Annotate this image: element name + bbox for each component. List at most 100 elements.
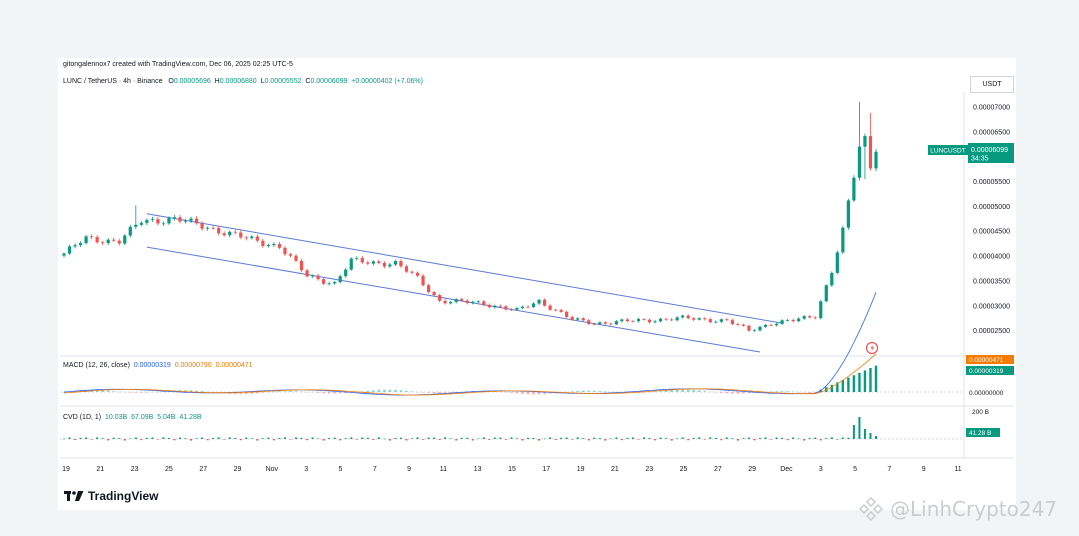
descending-channel[interactable] (146, 213, 783, 353)
candle-body (603, 322, 607, 324)
candle-body (443, 300, 447, 304)
cvd-bar (460, 437, 463, 439)
candle-body (487, 304, 491, 308)
candle-body (172, 217, 177, 219)
candle-body (835, 252, 839, 273)
macd-histogram-bar (526, 392, 530, 395)
price-tag-timer: 34:35 (971, 156, 989, 163)
cvd-bar (598, 438, 601, 439)
macd-histogram-bar (261, 392, 265, 393)
tradingview-brand[interactable]: TradingView (64, 489, 158, 503)
cvd-bar (499, 437, 502, 439)
macd-histogram-bar (416, 391, 419, 393)
macd-histogram-bar (101, 390, 104, 392)
cvd-label[interactable]: CVD (1D, 1) (63, 414, 102, 421)
brand-name: TradingView (88, 489, 159, 503)
cvd-bar (129, 438, 132, 440)
candle-body (763, 324, 768, 327)
cvd-bar (764, 437, 767, 439)
candle-body (261, 240, 265, 247)
price-tag-price: 0.00006099 (971, 147, 1008, 154)
time-tick-label: 11 (440, 466, 447, 473)
macd-histogram-bar (322, 392, 325, 394)
macd-histogram-bar (609, 391, 613, 393)
candle-body (531, 303, 536, 307)
macd-histogram-bar (95, 390, 99, 392)
time-tick-label: 19 (62, 466, 70, 473)
cvd-bar (339, 439, 342, 441)
macd-histogram-bar (316, 392, 320, 393)
cvd-bar (576, 437, 579, 439)
candle-body (620, 319, 624, 322)
cvd-bar (725, 437, 728, 439)
cvd-bar (201, 437, 204, 439)
macd-histogram-bar (134, 392, 138, 393)
candle-body (736, 323, 740, 325)
candle-body (647, 319, 652, 323)
alert-icon[interactable] (865, 341, 879, 355)
time-tick-label: 25 (680, 466, 688, 473)
symbol-title[interactable]: LUNC / TetherUS · 4h · Binance (63, 78, 163, 85)
change-value: +0.00000402 (+7.06%) (351, 78, 423, 85)
candle-body (747, 325, 751, 331)
macd-label[interactable]: MACD (12, 26, close) (63, 362, 130, 369)
macd-histogram-bar (338, 392, 342, 394)
cvd-bar (422, 439, 425, 440)
cvd-bar (167, 438, 170, 439)
macd-histogram-bar (211, 392, 215, 393)
candle-body (189, 218, 193, 221)
candle-body (863, 136, 867, 147)
macd-histogram-bar (543, 392, 546, 395)
candle-body (725, 319, 729, 321)
macd-histogram-bar (570, 391, 574, 392)
macd-histogram-bar (333, 392, 336, 394)
cvd-bar (173, 439, 176, 441)
time-tick-label: 5 (339, 466, 343, 473)
candle-body (692, 318, 696, 320)
candle-body (366, 262, 370, 264)
candle-body (614, 321, 618, 325)
cvd-bar (295, 437, 297, 439)
cvd-bar (107, 439, 110, 441)
macd-histogram-bar (123, 392, 126, 393)
cvd-bar (488, 439, 491, 440)
time-tick-label: 5 (853, 466, 857, 473)
candle-body (288, 254, 293, 256)
candle-body (581, 318, 585, 321)
cvd-bar (283, 437, 286, 439)
candle-body (117, 240, 121, 244)
candle-body (250, 236, 254, 239)
candle-body (465, 300, 469, 304)
cvd-bar (272, 439, 275, 441)
candle-body (200, 223, 204, 229)
cvd-bar (814, 437, 817, 439)
cvd-bar (869, 433, 872, 439)
cvd-bar (438, 439, 441, 440)
cvd-bar (256, 439, 259, 441)
low-label: L (260, 78, 265, 85)
candle-body (382, 262, 386, 267)
cvd-bar (797, 438, 800, 440)
candle-body (681, 315, 685, 318)
candle-body (520, 306, 525, 309)
candle-body (327, 283, 331, 285)
candle-body (592, 323, 596, 325)
macd-histogram-bar (775, 391, 778, 392)
cvd-bar (593, 437, 596, 439)
cvd-tag-top: 200 B (972, 409, 989, 416)
candle-body (344, 269, 348, 277)
macd-axis-tags: 0.00000471 0.00000319 0.00000000 (966, 355, 1014, 397)
cvd-bar (875, 436, 877, 439)
cvd-pane (63, 417, 877, 441)
cvd-bar (654, 439, 657, 441)
macd-histogram-bar (449, 392, 452, 393)
macd-histogram-bar (836, 382, 839, 392)
candle-body (360, 257, 364, 263)
channel-lower-line (146, 246, 761, 353)
candle-body (62, 253, 66, 256)
macd-histogram-bar (250, 392, 254, 394)
candle-body (255, 236, 259, 241)
currency-selector[interactable]: USDT (970, 76, 1014, 93)
macd-histogram-bar (858, 372, 861, 392)
